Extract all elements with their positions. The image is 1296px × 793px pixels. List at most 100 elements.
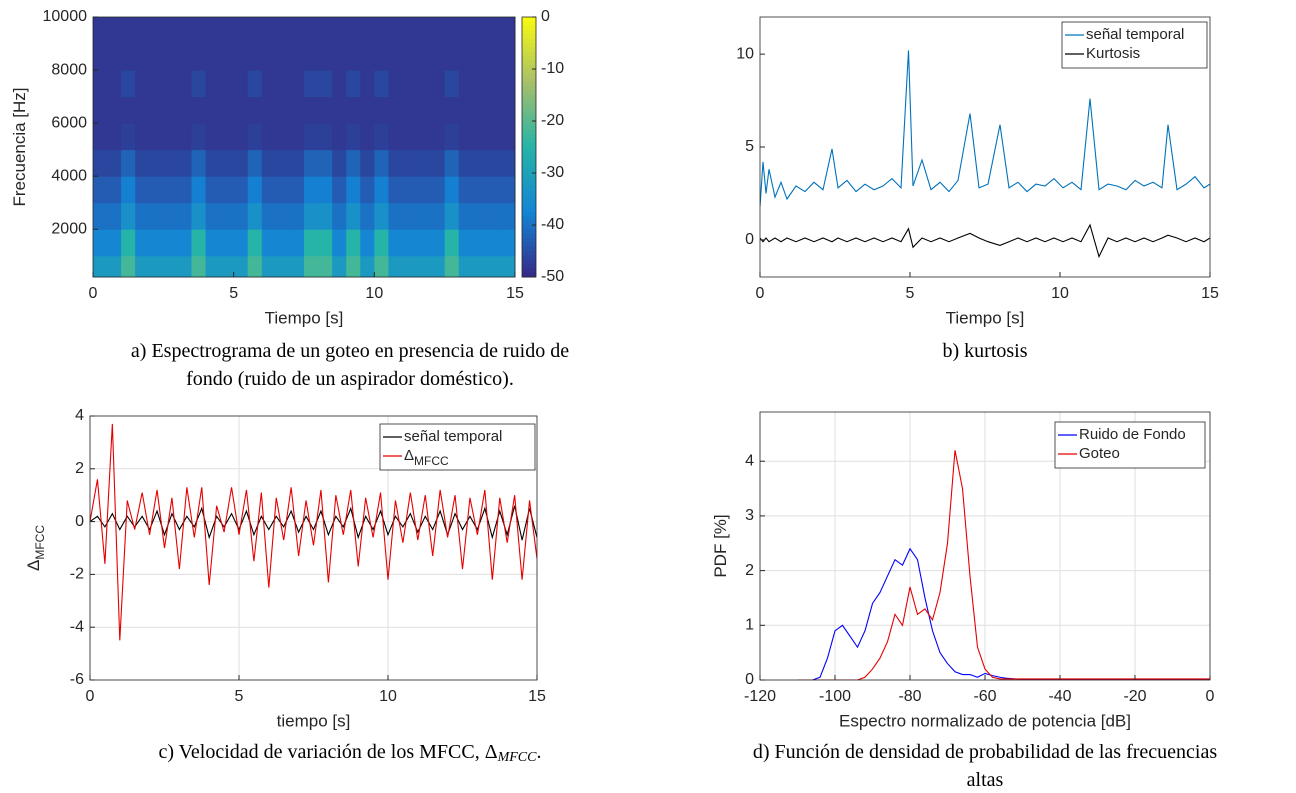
heat-cell: [304, 96, 319, 124]
heat-cell: [500, 202, 516, 230]
heat-cell: [275, 255, 291, 278]
colorbar-step: [522, 34, 536, 40]
heat-cell: [177, 70, 192, 98]
heat-cell: [402, 255, 418, 278]
heat-cell: [149, 70, 164, 98]
caption: a) Espectrograma de un goteo en presenci…: [131, 340, 569, 362]
heat-cell: [444, 255, 460, 278]
colorbar-step: [522, 160, 536, 165]
heat-cell: [304, 255, 319, 278]
heat-cell: [135, 43, 150, 71]
heat-cell: [219, 149, 235, 177]
colorbar-tick-label: 0: [541, 8, 550, 25]
colorbar-step: [522, 69, 536, 74]
heat-cell: [374, 43, 389, 71]
heat-cell: [416, 176, 432, 204]
heat-cell: [430, 149, 446, 177]
heat-cell: [205, 202, 221, 230]
heat-cell: [289, 176, 305, 204]
heat-cell: [486, 43, 502, 71]
colorbar-step: [522, 272, 536, 278]
heat-cell: [177, 229, 192, 257]
heat-cell: [374, 17, 389, 45]
heat-cell: [275, 176, 291, 204]
heat-cell: [486, 149, 502, 177]
heat-cell: [444, 96, 460, 124]
heat-cell: [289, 255, 305, 278]
heat-cell: [205, 96, 221, 124]
caption-text: d) Función de densidad de probabilidad d…: [753, 741, 1218, 763]
heat-cell: [191, 202, 207, 230]
legend-label-main: Δ: [404, 447, 414, 464]
heat-cell: [416, 43, 432, 71]
heat-cell: [458, 149, 474, 177]
heat-cell: [135, 149, 150, 177]
heat-cell: [261, 96, 277, 124]
heat-cell: [219, 43, 235, 71]
heat-cell: [346, 17, 361, 45]
colorbar-step: [522, 77, 536, 83]
heat-cell: [289, 229, 305, 257]
heat-cell: [318, 70, 333, 98]
heat-cell: [430, 123, 446, 151]
heat-cell: [261, 43, 277, 71]
heat-cell: [149, 149, 164, 177]
heat-cell: [219, 96, 235, 124]
heat-cell: [500, 229, 516, 257]
heat-cell: [191, 96, 207, 124]
heat-cell: [107, 176, 122, 204]
heat-cell: [486, 229, 502, 257]
colorbar-step: [522, 82, 536, 87]
heat-cell: [219, 202, 235, 230]
heat-cell: [163, 123, 178, 151]
heat-cell: [360, 70, 375, 98]
legend-label: Kurtosis: [1086, 45, 1140, 62]
colorbar-step: [522, 216, 536, 222]
colorbar-tick-label: -40: [541, 216, 564, 233]
colorbar-tick-label: -10: [541, 60, 564, 77]
x-axis-label: tiempo [s]: [277, 711, 351, 730]
heat-cell: [219, 70, 235, 98]
y-tick-label: 2: [75, 460, 84, 477]
heat-cell: [205, 229, 221, 257]
heat-cell: [318, 176, 333, 204]
heat-cell: [135, 17, 150, 45]
colorbar-step: [522, 255, 536, 261]
heat-cell: [500, 17, 516, 45]
heat-cell: [472, 70, 488, 98]
legend-box: [1061, 21, 1208, 69]
heat-cell: [472, 17, 488, 45]
colorbar-step: [522, 207, 536, 213]
heat-cell: [107, 43, 122, 71]
heat-cell: [205, 149, 221, 177]
heat-cell: [233, 229, 249, 257]
heat-cell: [360, 255, 375, 278]
heat-cell: [374, 255, 389, 278]
heat-cell: [430, 176, 446, 204]
caption-text: b) kurtosis: [943, 340, 1028, 362]
heat-cell: [261, 229, 277, 257]
caption: fondo (ruido de un aspirador doméstico).: [186, 368, 514, 390]
heat-cell: [205, 70, 221, 98]
heat-cell: [149, 17, 164, 45]
heat-cell: [444, 70, 460, 98]
heat-cell: [233, 149, 249, 177]
colorbar-step: [522, 103, 536, 109]
heat-cell: [233, 96, 249, 124]
colorbar-step: [522, 121, 536, 126]
heat-cell: [247, 176, 263, 204]
x-tick-label: -120: [744, 688, 776, 705]
heat-cell: [346, 43, 361, 71]
y-tick-label: 4: [75, 407, 84, 424]
heat-cell: [93, 229, 108, 257]
heat-cell: [177, 17, 192, 45]
heat-cell: [388, 123, 403, 151]
heat-cell: [233, 202, 249, 230]
colorbar-step: [522, 25, 536, 31]
heat-cell: [191, 149, 207, 177]
colorbar-step: [522, 186, 536, 191]
heat-cell: [247, 149, 263, 177]
heat-cell: [163, 70, 178, 98]
y-tick-label: 4000: [51, 167, 87, 184]
heat-cell: [233, 123, 249, 151]
